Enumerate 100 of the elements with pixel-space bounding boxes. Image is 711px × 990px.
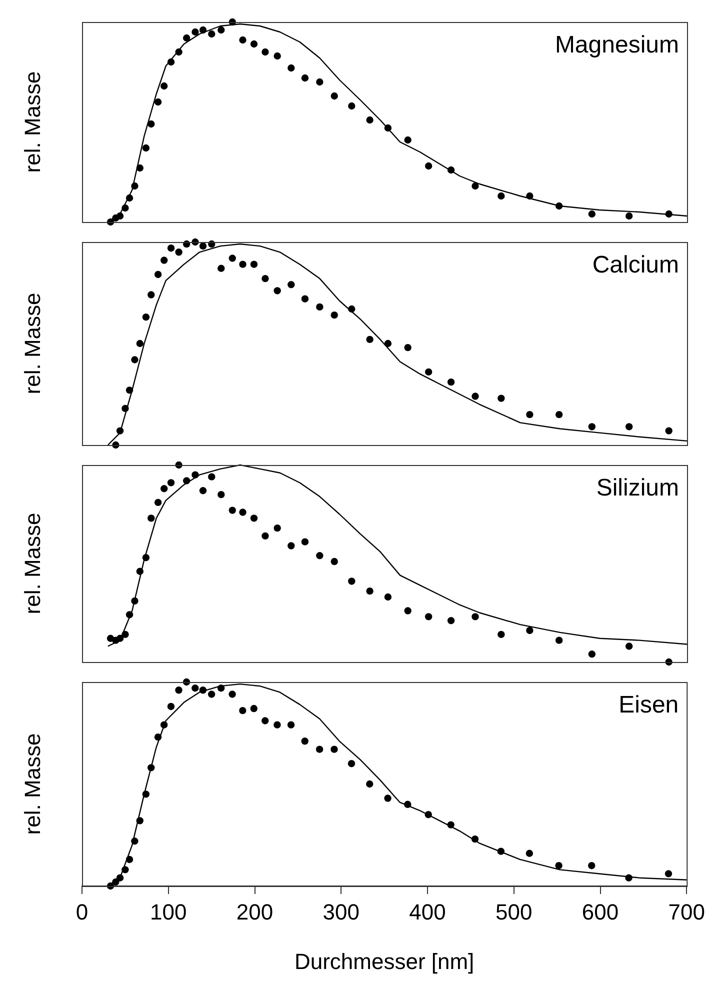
point — [218, 26, 225, 34]
point — [148, 514, 155, 522]
point — [218, 490, 225, 498]
point — [424, 368, 432, 376]
point — [588, 423, 596, 430]
point — [301, 538, 309, 546]
point — [287, 721, 295, 728]
chart-title: Magnesium — [554, 32, 679, 59]
point — [250, 514, 258, 522]
point — [472, 613, 479, 620]
point — [199, 686, 207, 694]
point — [160, 485, 168, 492]
point — [384, 340, 392, 348]
x-tick-label: 100 — [150, 899, 187, 924]
point — [288, 281, 295, 288]
point — [665, 210, 672, 218]
point — [404, 344, 412, 352]
point — [126, 611, 134, 618]
point — [116, 874, 124, 882]
point — [384, 124, 392, 132]
point — [366, 116, 374, 124]
point — [404, 607, 412, 614]
x-tick-label: 600 — [582, 899, 619, 924]
point — [239, 508, 246, 516]
point — [625, 874, 632, 882]
point — [208, 473, 216, 480]
point — [192, 684, 199, 692]
point — [526, 410, 534, 418]
point — [126, 194, 134, 202]
point — [126, 386, 134, 394]
point — [404, 136, 412, 144]
point — [208, 690, 216, 698]
point — [154, 270, 162, 278]
point — [472, 392, 479, 400]
point — [112, 878, 120, 886]
point — [167, 244, 175, 252]
chart-title: Calcium — [592, 252, 679, 279]
point — [116, 427, 124, 434]
point — [330, 92, 338, 100]
point — [182, 34, 190, 42]
point — [424, 811, 432, 818]
point — [160, 721, 168, 728]
point — [555, 202, 563, 210]
point — [136, 568, 144, 575]
point — [664, 870, 672, 878]
point — [472, 182, 479, 190]
point — [498, 394, 505, 402]
point — [288, 64, 295, 72]
chart-title: Silizium — [596, 474, 679, 502]
point — [348, 102, 356, 110]
point — [288, 542, 295, 550]
point — [262, 274, 269, 282]
point — [250, 704, 258, 712]
point — [175, 48, 182, 56]
point — [404, 800, 412, 808]
point — [217, 684, 225, 692]
point — [131, 838, 138, 845]
point — [131, 182, 138, 190]
point — [316, 303, 324, 311]
point — [447, 166, 455, 174]
point — [555, 862, 562, 870]
point — [116, 634, 124, 642]
point — [239, 706, 246, 714]
point — [239, 260, 246, 268]
point — [262, 717, 269, 724]
point — [175, 686, 182, 694]
y-axis-title: rel. Masse — [20, 71, 46, 173]
point — [301, 295, 309, 302]
point — [148, 764, 155, 772]
point — [625, 423, 633, 430]
point — [384, 593, 392, 601]
x-tick-label: 500 — [496, 899, 532, 924]
point — [348, 305, 356, 313]
x-tick-label: 700 — [668, 899, 706, 924]
point — [330, 311, 338, 319]
point — [154, 498, 162, 506]
point — [228, 690, 236, 698]
point — [228, 506, 236, 514]
point — [424, 613, 432, 620]
x-tick-label: 200 — [236, 899, 274, 924]
point — [122, 866, 129, 874]
point — [131, 597, 138, 605]
point — [160, 82, 168, 90]
y-axis-title: rel. Masse — [20, 733, 46, 835]
chart-title: Eisen — [618, 692, 679, 719]
point — [471, 835, 479, 843]
point — [274, 52, 281, 60]
point — [384, 794, 392, 802]
point — [142, 790, 150, 798]
point — [366, 336, 374, 344]
point — [274, 721, 281, 728]
point — [126, 856, 134, 864]
point — [142, 554, 150, 562]
point — [665, 427, 672, 434]
point — [498, 630, 505, 638]
point — [142, 314, 150, 321]
point — [447, 378, 455, 386]
point — [316, 746, 324, 753]
point — [588, 862, 596, 870]
point — [274, 287, 281, 294]
